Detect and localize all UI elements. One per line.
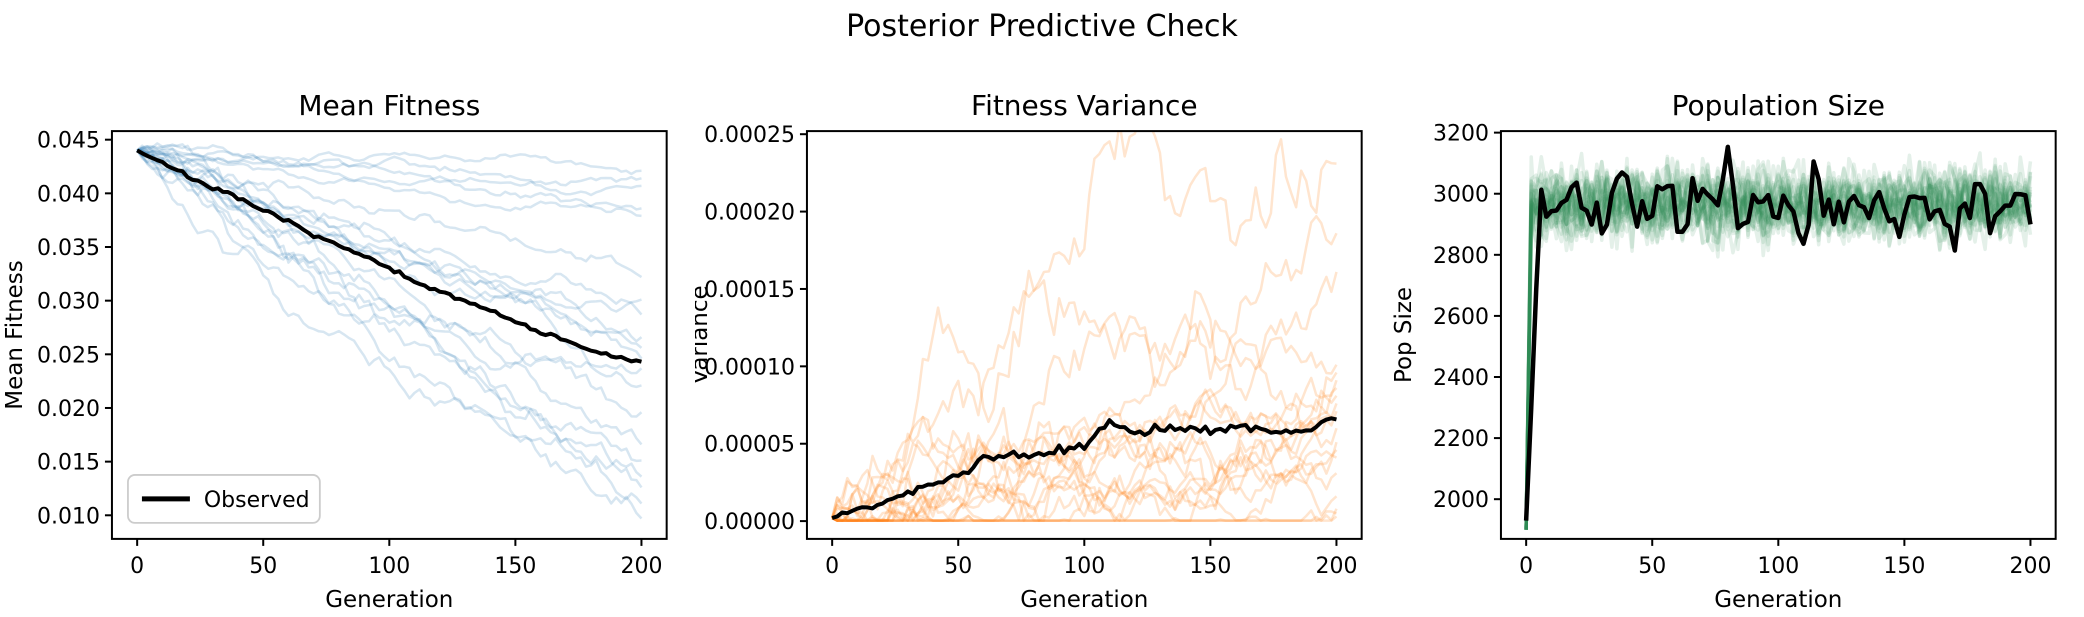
posterior-sample-lines	[831, 387, 1338, 522]
chart-canvas: 0 50 100 150 200 0.010 0.015 0.020 0.025 0.030 0.0…	[2, 89, 668, 613]
chart-title: Fitness Variance	[971, 89, 1198, 122]
x-tick-label: 200	[1315, 554, 1357, 579]
y-tick-label: 0.00015	[704, 278, 795, 303]
y-tick-label: 0.00010	[704, 355, 795, 380]
x-tick-label: 100	[1758, 554, 1800, 579]
y-tick-label: 2400	[1433, 366, 1489, 391]
posterior-sample-lines	[136, 145, 643, 349]
posterior-sample-lines	[830, 460, 1337, 522]
charts-row: 0 50 100 150 200 0.010 0.015 0.020 0.025 0.030 0.0…	[0, 57, 2084, 617]
x-tick-label: 100	[1063, 554, 1105, 579]
x-tick-label: 0	[1519, 554, 1533, 579]
x-tick-label: 50	[944, 554, 972, 579]
posterior-sample-lines	[1524, 156, 2033, 530]
posterior-sample-lines	[136, 148, 642, 313]
posterior-sample-lines	[1524, 166, 2032, 530]
y-tick-label: 0.045	[37, 129, 100, 154]
posterior-sample-lines	[137, 149, 643, 505]
x-axis-label: Generation	[325, 587, 453, 613]
x-tick-label: 0	[825, 554, 839, 579]
x-tick-label: 50	[249, 554, 277, 579]
x-tick-label: 150	[1189, 554, 1231, 579]
chart-canvas: 0 50 100 150 200 0.00000 0.00005 0.00010 0.00015…	[687, 89, 1363, 613]
observed-line	[1524, 144, 2034, 521]
posterior-sample-lines	[831, 389, 1338, 522]
y-tick-label: 2000	[1433, 488, 1489, 513]
posterior-sample-lines	[136, 149, 642, 218]
posterior-sample-lines	[830, 338, 1337, 519]
y-axis-label: Mean Fitness	[2, 260, 28, 409]
y-tick-label: 0.025	[37, 343, 100, 368]
observed-line	[831, 416, 1337, 520]
posterior-sample-lines	[831, 449, 1338, 522]
y-tick-label: 3000	[1433, 183, 1489, 208]
legend-label: Observed	[204, 488, 310, 513]
figure-suptitle: Posterior Predictive Check	[846, 9, 1238, 44]
y-tick-label: 3200	[1433, 122, 1489, 147]
y-axis-label: Variance	[695, 285, 713, 384]
posterior-sample-lines	[830, 215, 1338, 519]
x-tick-label: 100	[368, 554, 410, 579]
chart-canvas: 0 50 100 150 200 2000 2200 2400 2600 2800 3000 3200…	[1391, 89, 2057, 613]
posterior-sample-lines	[137, 149, 642, 187]
posterior-sample-lines	[136, 149, 642, 389]
y-tick-label: 0.00020	[704, 201, 795, 226]
x-tick-label: 150	[1884, 554, 1926, 579]
y-tick-label: 0.015	[37, 451, 100, 476]
x-axis-label: Generation	[1020, 587, 1148, 613]
posterior-sample-lines	[831, 410, 1338, 522]
posterior-sample-lines	[136, 149, 643, 418]
posterior-sample-lines	[831, 131, 1337, 522]
y-tick-label: 0.040	[37, 182, 100, 207]
posterior-sample-lines	[137, 147, 642, 176]
x-axis-label: Generation	[1715, 587, 1843, 613]
y-tick-label: 0.00000	[704, 510, 795, 535]
posterior-sample-lines	[136, 142, 642, 463]
posterior-sample-lines	[831, 371, 1338, 522]
posterior-sample-lines	[831, 449, 1337, 522]
posterior-sample-lines	[136, 149, 643, 316]
posterior-sample-lines	[830, 403, 1338, 522]
posterior-sample-lines	[136, 149, 643, 446]
observed-line	[136, 148, 642, 364]
x-tick-label: 150	[494, 554, 536, 579]
y-tick-label: 0.035	[37, 236, 100, 261]
y-tick-label: 2600	[1433, 305, 1489, 330]
chart-title: Population Size	[1672, 89, 1885, 122]
posterior-sample-lines	[831, 388, 1337, 522]
y-tick-label: 0.030	[37, 290, 100, 315]
posterior-sample-lines	[830, 376, 1338, 522]
posterior-sample-lines	[136, 145, 642, 197]
chart-title: Mean Fitness	[298, 89, 480, 122]
x-tick-label: 200	[620, 554, 662, 579]
posterior-sample-lines	[1524, 163, 2033, 530]
chart-population-size: 0 50 100 150 200 2000 2200 2400 2600 2800 3000 3200…	[1389, 57, 2084, 617]
y-axis-label: Pop Size	[1391, 287, 1417, 383]
posterior-sample-lines	[136, 149, 643, 478]
posterior-sample-lines	[831, 438, 1338, 522]
x-tick-label: 0	[130, 554, 144, 579]
y-tick-label: 0.010	[37, 504, 100, 529]
posterior-sample-lines	[1524, 162, 2032, 530]
x-tick-label: 50	[1639, 554, 1667, 579]
legend-box	[127, 474, 321, 524]
posterior-sample-lines	[831, 469, 1337, 522]
chart-fitness-variance: 0 50 100 150 200 0.00000 0.00005 0.00010 0.00015…	[687, 57, 1390, 617]
x-tick-label: 200	[2010, 554, 2052, 579]
posterior-sample-lines	[136, 143, 642, 212]
y-tick-label: 0.00025	[704, 123, 795, 148]
y-tick-label: 2200	[1433, 427, 1489, 452]
posterior-sample-lines	[1524, 167, 2033, 530]
posterior-sample-lines	[831, 514, 1337, 522]
chart-mean-fitness: 0 50 100 150 200 0.010 0.015 0.020 0.025 0.030 0.0…	[0, 57, 695, 617]
posterior-sample-lines	[136, 147, 643, 279]
posterior-sample-lines	[136, 149, 643, 520]
y-tick-label: 0.020	[37, 397, 100, 422]
posterior-sample-lines	[831, 498, 1338, 522]
y-tick-label: 2800	[1433, 244, 1489, 269]
y-tick-label: 0.00005	[704, 433, 795, 458]
